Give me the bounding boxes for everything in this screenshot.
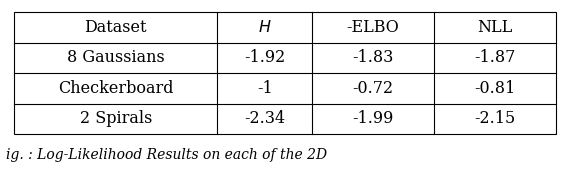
- Text: -2.15: -2.15: [474, 110, 515, 127]
- Text: -2.34: -2.34: [244, 110, 285, 127]
- Text: NLL: NLL: [477, 19, 512, 36]
- Text: ig. : Log-Likelihood Results on each of the 2D: ig. : Log-Likelihood Results on each of …: [6, 148, 327, 162]
- Text: 8 Gaussians: 8 Gaussians: [67, 49, 165, 66]
- Text: -1: -1: [257, 80, 272, 97]
- Text: -1.92: -1.92: [244, 49, 286, 66]
- Text: Dataset: Dataset: [84, 19, 147, 36]
- Text: $H$: $H$: [258, 19, 271, 36]
- Text: 2 Spirals: 2 Spirals: [80, 110, 152, 127]
- Text: -1.87: -1.87: [474, 49, 515, 66]
- Text: -1.83: -1.83: [352, 49, 394, 66]
- Text: -0.81: -0.81: [474, 80, 515, 97]
- Text: Checkerboard: Checkerboard: [58, 80, 173, 97]
- Text: -1.99: -1.99: [352, 110, 394, 127]
- Text: -ELBO: -ELBO: [347, 19, 400, 36]
- Text: -0.72: -0.72: [352, 80, 393, 97]
